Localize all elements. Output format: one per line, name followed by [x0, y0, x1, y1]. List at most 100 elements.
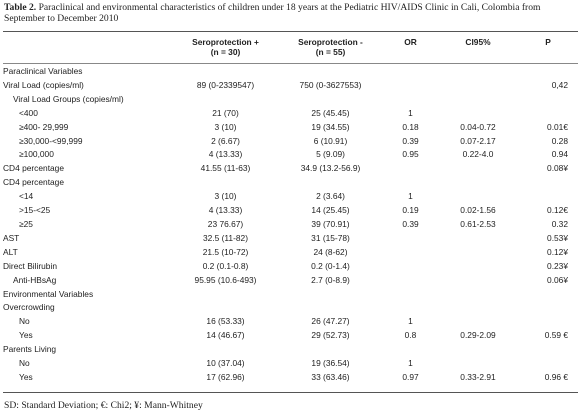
cell-p: 0.08¥ [547, 163, 568, 174]
cell-or [383, 274, 438, 288]
cell-variable: <400 [19, 107, 38, 118]
cell-or [383, 288, 438, 302]
table-row: Overcrowding [3, 301, 578, 315]
table-caption-text: Paraclinical and environmental character… [4, 2, 541, 24]
cell-seroprotection-positive [173, 93, 278, 107]
cell-seroprotection-positive: 21 (70) [212, 107, 239, 118]
header-ci95: CI95% [465, 37, 491, 47]
cell-seroprotection-positive [173, 65, 278, 79]
cell-ci95 [438, 357, 518, 371]
cell-seroprotection-positive [173, 176, 278, 190]
table-row: AST 32.5 (11-82) 31 (15-78) 0.53¥ [3, 232, 578, 246]
cell-variable: Overcrowding [3, 302, 55, 313]
header-seroprotection-positive: Seroprotection + (n = 30) [173, 37, 278, 65]
cell-variable: Yes [19, 371, 33, 382]
cell-variable: Anti-HBsAg [13, 274, 57, 285]
cell-variable: Paraclinical Variables [3, 66, 83, 76]
cell-p: 0.53¥ [547, 232, 568, 243]
cell-ci95: 0.61-2.53 [460, 218, 496, 229]
table-row: CD4 percentage [3, 176, 578, 190]
cell-or [383, 246, 438, 260]
cell-ci95 [438, 107, 518, 121]
cell-or: 1 [408, 191, 413, 202]
cell-or: 0.19 [402, 205, 419, 216]
cell-or [383, 301, 438, 315]
table-row: Viral Load Groups (copies/ml) [3, 93, 578, 107]
cell-ci95 [438, 190, 518, 204]
cell-ci95: 0.22-4.0 [462, 149, 494, 160]
cell-ci95 [438, 343, 518, 357]
cell-seroprotection-negative: 33 (63.46) [311, 371, 350, 382]
cell-seroprotection-negative: 6 (10.91) [313, 135, 348, 146]
cell-seroprotection-negative: 19 (36.54) [311, 358, 350, 369]
table-number: Table 2. [4, 2, 37, 13]
header-or: OR [404, 37, 417, 47]
cell-or: 1 [408, 107, 413, 118]
cell-p: 0.59 € [544, 330, 568, 341]
cell-ci95 [438, 65, 518, 79]
cell-p: 0,42 [551, 79, 568, 90]
table-row: Yes 17 (62.96) 33 (63.46) 0.97 0.33-2.91 0.96… [3, 371, 578, 385]
cell-ci95 [438, 260, 518, 274]
cell-variable: ≥400- 29,999 [19, 121, 69, 132]
cell-seroprotection-positive: 23 76.67) [207, 218, 244, 229]
cell-or [383, 79, 438, 93]
cell-seroprotection-positive [173, 301, 278, 315]
cell-p: 0.12€ [547, 205, 568, 216]
cell-or: 0.39 [402, 218, 419, 229]
cell-seroprotection-negative: 5 (9.09) [316, 149, 345, 160]
cell-or [383, 232, 438, 246]
cell-seroprotection-negative [278, 176, 383, 190]
cell-p [518, 65, 578, 79]
cell-seroprotection-positive: 0.2 (0.1-0.8) [202, 260, 249, 271]
cell-or: 0.95 [402, 149, 419, 160]
cell-seroprotection-negative: 26 (47.27) [311, 316, 350, 327]
table-row: ≥400- 29,999 3 (10) 19 (34.55) 0.18 0.04-0.7… [3, 121, 578, 135]
cell-p [518, 176, 578, 190]
cell-seroprotection-negative: 31 (15-78) [311, 232, 350, 243]
table-row: ≥25 23 76.67) 39 (70.91) 0.39 0.61-2.53 0.32 [3, 218, 578, 232]
table-row: Anti-HBsAg 95.95 (10.6-493) 2.7 (0-8.9) 0.0… [3, 274, 578, 288]
header-row: Seroprotection + (n = 30) Seroprotection… [3, 37, 578, 65]
cell-p [518, 343, 578, 357]
cell-seroprotection-negative [278, 301, 383, 315]
cell-variable: Direct Bilirubin [3, 260, 57, 271]
cell-seroprotection-positive: 4 (13.33) [208, 149, 243, 160]
cell-ci95 [438, 162, 518, 176]
cell-variable: CD4 percentage [3, 163, 64, 174]
cell-or: 0.18 [402, 121, 419, 132]
table-row: Direct Bilirubin 0.2 (0.1-0.8) 0.2 (0-1.4)… [3, 260, 578, 274]
header-seroprotection-negative-label: Seroprotection - [298, 37, 363, 47]
cell-ci95 [438, 288, 518, 302]
cell-or: 0.39 [402, 135, 419, 146]
cell-or: 1 [408, 316, 413, 327]
cell-ci95: 0.33-2.91 [460, 371, 496, 382]
cell-ci95 [438, 79, 518, 93]
cell-seroprotection-positive: 4 (13.33) [208, 205, 243, 216]
table-body: Paraclinical Variables Viral Load (copies… [3, 65, 578, 385]
cell-or: 1 [408, 358, 413, 369]
cell-seroprotection-positive: 32.5 (11-82) [202, 232, 248, 243]
cell-ci95 [438, 232, 518, 246]
cell-seroprotection-negative: 19 (34.55) [311, 121, 350, 132]
cell-seroprotection-positive [173, 288, 278, 302]
cell-variable: <14 [19, 191, 34, 202]
table-row: No 16 (53.33) 26 (47.27) 1 [3, 315, 578, 329]
cell-or [383, 93, 438, 107]
cell-seroprotection-negative: 25 (45.45) [311, 107, 350, 118]
data-table: Seroprotection + (n = 30) Seroprotection… [3, 37, 578, 385]
cell-variable: ALT [3, 246, 18, 257]
cell-seroprotection-negative [278, 65, 383, 79]
cell-p [518, 357, 578, 371]
bottom-rule [3, 392, 578, 393]
table-row: <14 3 (10) 2 (3.64) 1 [3, 190, 578, 204]
cell-p: 0.96 € [544, 371, 568, 382]
cell-ci95 [438, 301, 518, 315]
cell-seroprotection-negative [278, 343, 383, 357]
cell-seroprotection-negative: 34.9 (13.2-56.9) [300, 163, 361, 174]
footnote: SD: Standard Deviation; €: Chi2; ¥: Mann… [4, 400, 203, 411]
cell-ci95 [438, 176, 518, 190]
cell-ci95: 0.29-2.09 [460, 330, 496, 341]
cell-variable: >15-<25 [19, 205, 51, 216]
table-caption: Table 2. Paraclinical and environmental … [4, 2, 578, 24]
